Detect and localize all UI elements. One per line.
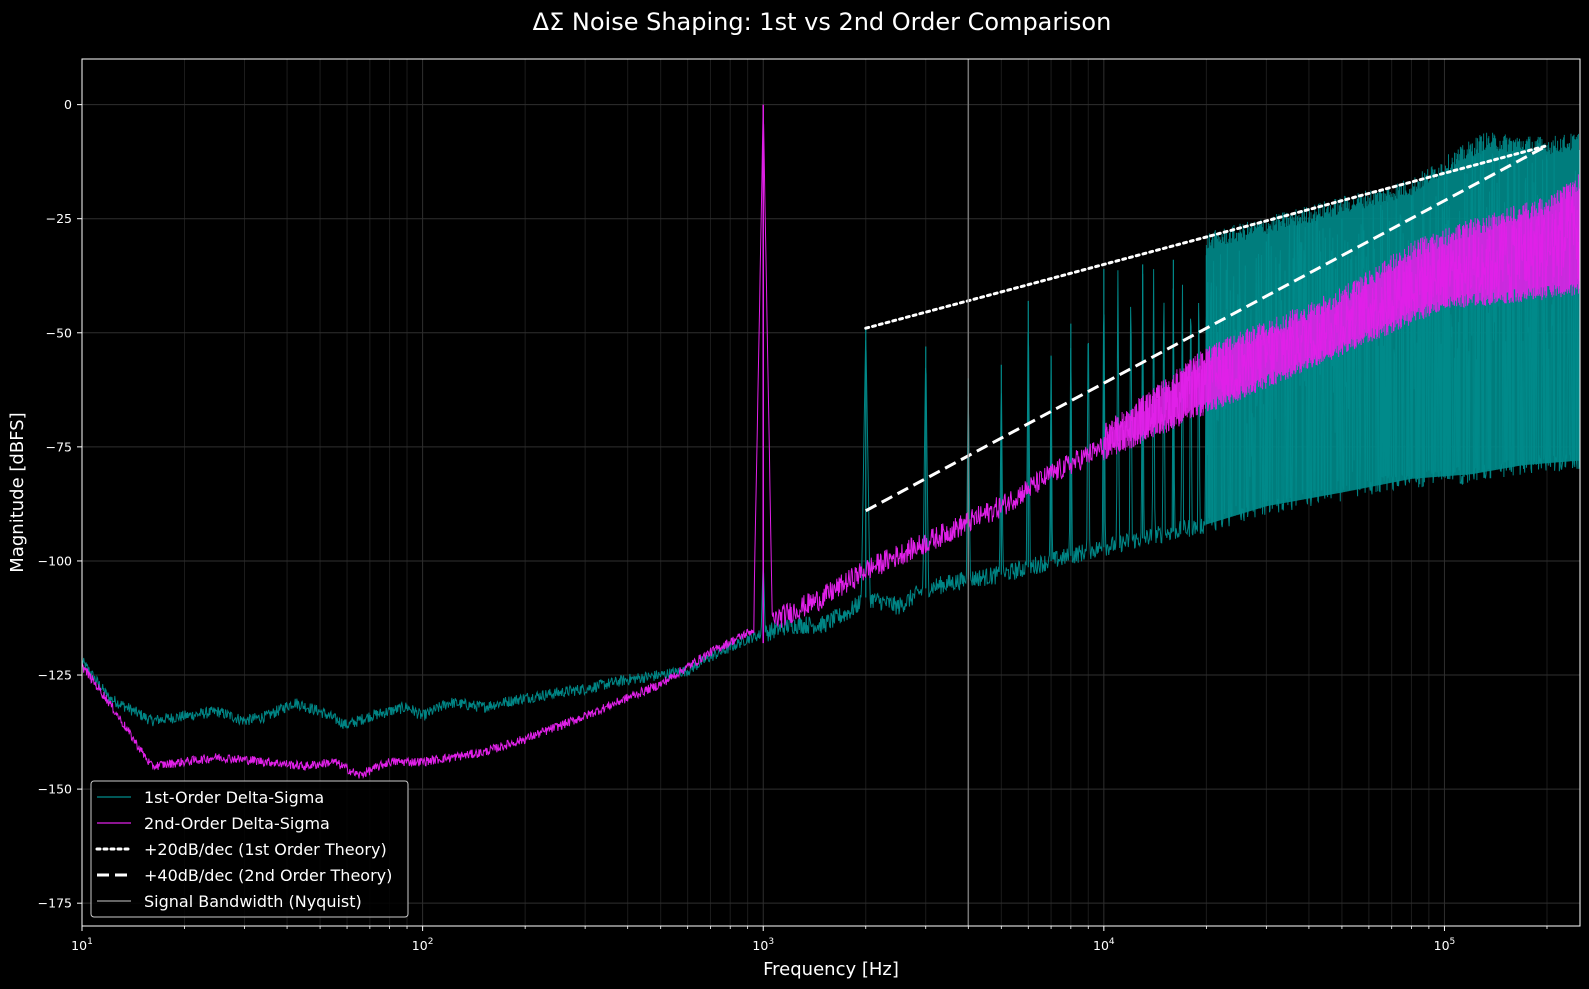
x-tick-label: 103 [752, 937, 774, 953]
series-2nd-order-noise-band [1103, 174, 1580, 461]
legend-label: 2nd-Order Delta-Sigma [144, 814, 330, 833]
series-1st-order-noise-band [1205, 132, 1580, 525]
plot-area [82, 59, 1580, 926]
legend: 1st-Order Delta-Sigma 2nd-Order Delta-Sig… [90, 780, 409, 918]
x-tick-label: 101 [71, 937, 93, 953]
legend-label: +40dB/dec (2nd Order Theory) [144, 866, 392, 885]
y-tick-label: −125 [38, 668, 72, 683]
y-tick-label: −75 [46, 439, 72, 454]
y-tick-label: −100 [38, 553, 72, 568]
x-tick-label: 102 [412, 937, 434, 953]
plot-series-group [82, 59, 1580, 926]
y-tick-label: −175 [38, 896, 72, 911]
series-40db-theory-line [865, 144, 1548, 513]
axes-border [81, 58, 1581, 927]
y-tick-label: −50 [46, 325, 72, 340]
series-20db-theory-line [864, 144, 1549, 330]
y-tick-label: 0 [64, 97, 72, 112]
chart-title: ΔΣ Noise Shaping: 1st vs 2nd Order Compa… [533, 8, 1112, 36]
axes-frame [81, 58, 1581, 927]
x-tick-label: 104 [1093, 937, 1115, 953]
legend-label: Signal Bandwidth (Nyquist) [144, 892, 362, 911]
y-tick-label: −150 [38, 782, 72, 797]
axis-ticks: 0 −25 −50 −75 −100 −125 −150 −175 101 102 103 104 10… [38, 97, 1548, 953]
legend-box [90, 780, 409, 918]
legend-label: +20dB/dec (1st Order Theory) [144, 840, 387, 859]
x-tick-label: 105 [1434, 937, 1456, 953]
x-axis-label: Frequency [Hz] [763, 959, 899, 980]
legend-label: 1st-Order Delta-Sigma [144, 788, 324, 807]
y-axis-label: Magnitude [dBFS] [7, 412, 28, 572]
y-tick-label: −25 [46, 211, 72, 226]
